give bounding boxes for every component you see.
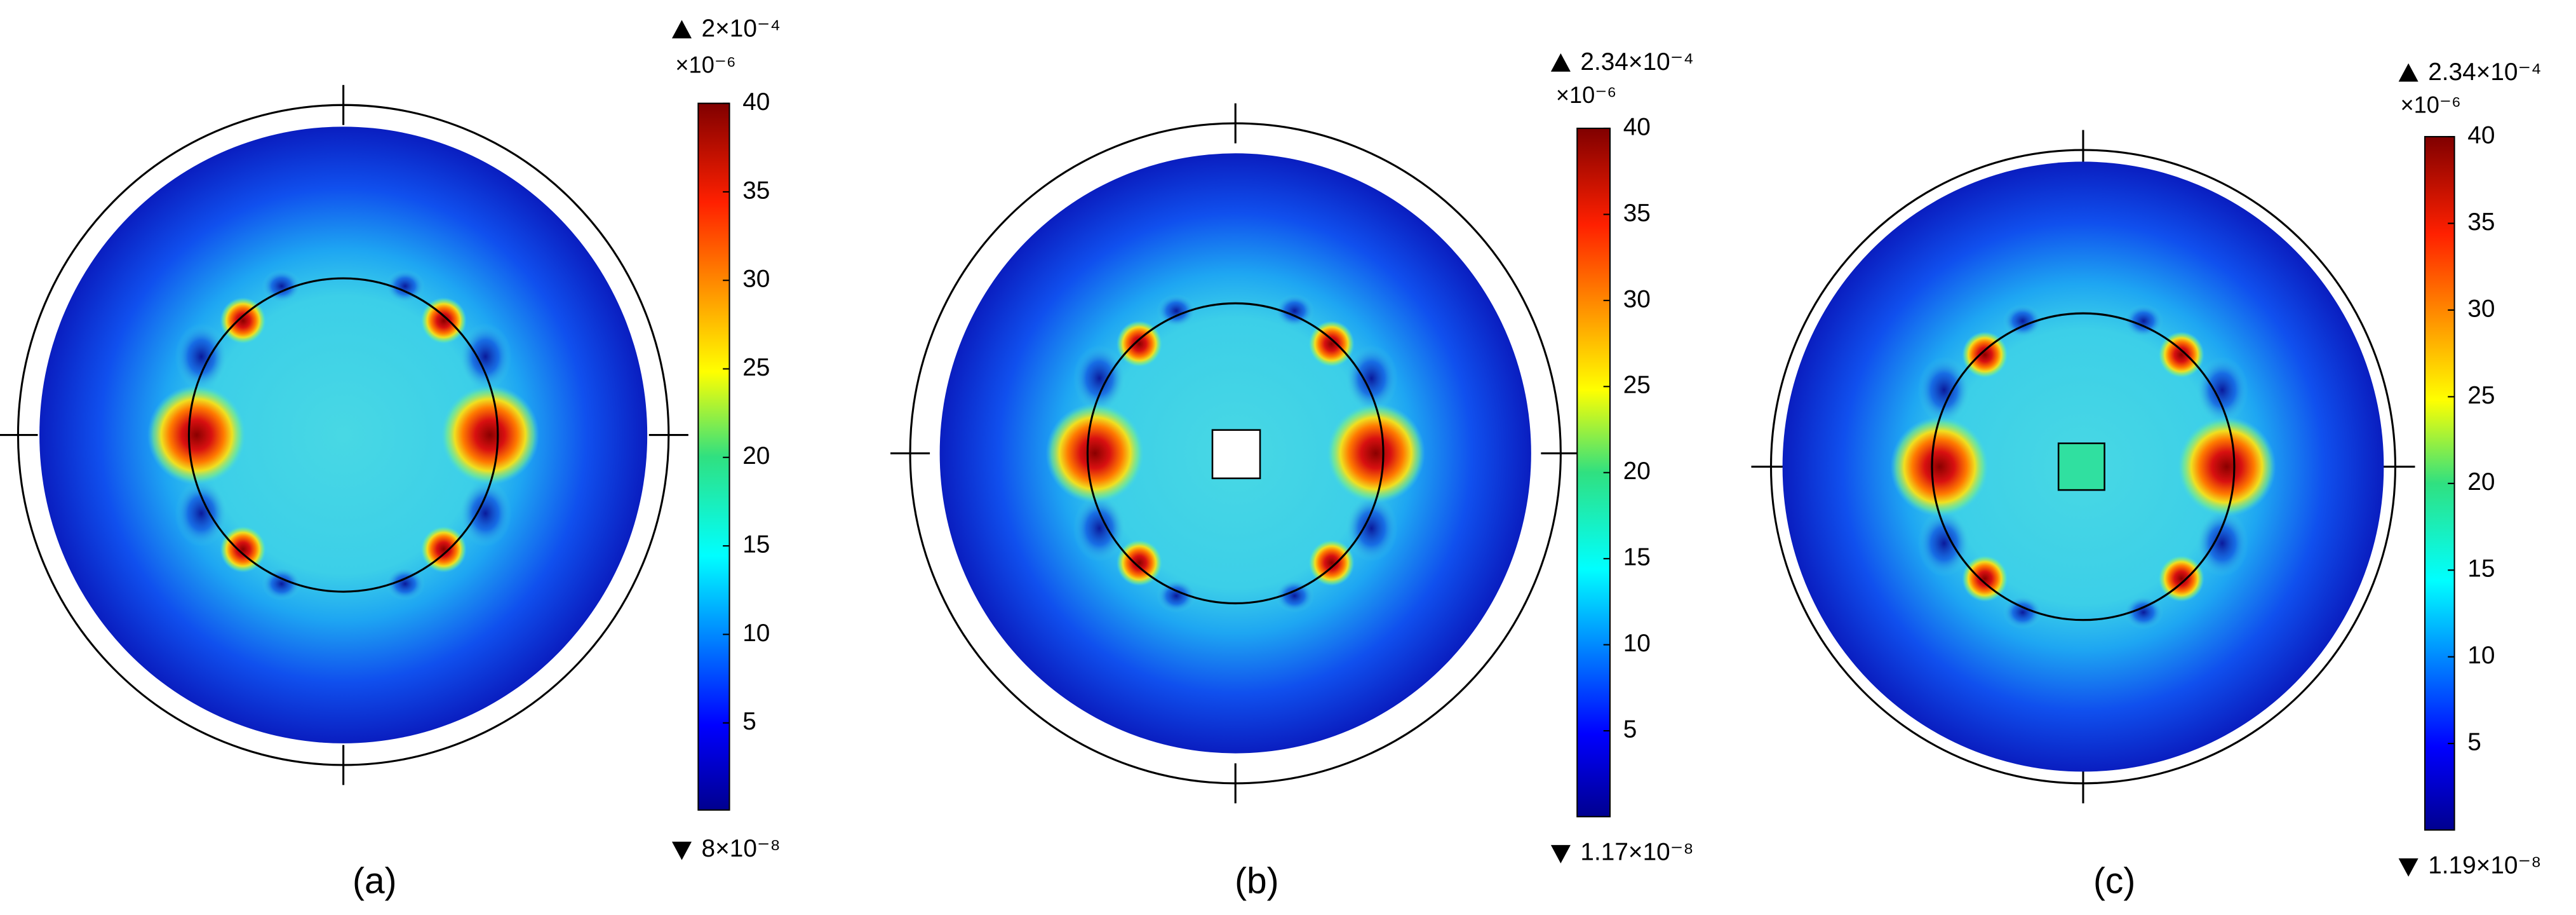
hot-spot [1326, 403, 1425, 504]
colorbar-tick-label: 5 [1623, 715, 1637, 743]
hot-spot [1890, 416, 1989, 517]
cold-spot [1157, 294, 1197, 328]
cold-spot [2196, 510, 2249, 577]
cold-spot [1275, 579, 1315, 613]
min-label: 1.19×10⁻⁸ [2428, 851, 2541, 879]
min-marker [2398, 858, 2418, 877]
hot-spot [2177, 416, 2276, 517]
inner-boundary [1086, 302, 1385, 605]
cold-spot [385, 269, 425, 303]
max-label: 2.34×10⁻⁴ [1580, 48, 1693, 76]
hot-spot [220, 297, 266, 344]
hot-spot [1116, 320, 1163, 367]
field-disk [39, 126, 648, 743]
colorbar-tick-label: 25 [742, 354, 770, 381]
colorbar-unit: ×10⁻⁶ [2401, 92, 2461, 118]
field-plot [1751, 130, 2415, 804]
inner-boundary [187, 277, 499, 593]
cold-spot [459, 323, 512, 390]
colorbar-tick-label: 30 [2467, 295, 2495, 322]
cold-spot [1073, 495, 1126, 562]
cold-spot [262, 567, 302, 601]
colorbar-tick-label: 25 [2467, 382, 2495, 409]
colorbar-tick-label: 35 [1623, 200, 1651, 227]
colorbar-tick-label: 15 [742, 531, 770, 558]
hot-spot [441, 384, 540, 485]
field-plot [0, 85, 688, 785]
panel-label: (a) [352, 860, 397, 901]
field-plot [890, 103, 1581, 804]
colorbar-unit: ×10⁻⁶ [675, 51, 735, 78]
cold-spot [1275, 294, 1315, 328]
colorbar-unit: ×10⁻⁶ [1556, 82, 1616, 108]
min-marker [671, 841, 692, 860]
colorbar-tick-label: 35 [2467, 208, 2495, 236]
min-label: 8×10⁻⁸ [702, 835, 781, 862]
max-marker [2398, 63, 2418, 82]
colorbar-tick-label: 35 [742, 177, 770, 204]
hot-spot [420, 297, 467, 344]
hot-spot [1308, 320, 1355, 367]
max-label: 2.34×10⁻⁴ [2428, 58, 2541, 86]
panel-label: (b) [1235, 860, 1279, 901]
cold-spot [459, 480, 512, 547]
cold-spot [1917, 356, 1971, 424]
colorbar-tick-label: 20 [1623, 458, 1651, 485]
cold-spot [175, 323, 228, 390]
cold-spot [1917, 510, 1971, 577]
cold-spot [1073, 344, 1126, 412]
cold-spot [2002, 595, 2043, 629]
max-marker [1550, 53, 1571, 72]
hot-spot [147, 384, 246, 485]
colorbar-tick-label: 15 [2467, 555, 2495, 582]
hot-spot [2158, 555, 2204, 602]
colorbar-tick-label: 40 [742, 88, 770, 116]
hot-spot [2158, 331, 2204, 378]
panel-label: (c) [2093, 860, 2135, 901]
min-marker [1550, 844, 1571, 864]
cold-spot [1345, 495, 1398, 562]
cold-spot [262, 269, 302, 303]
inclusion [2057, 442, 2105, 491]
inner-boundary [1931, 312, 2236, 621]
max-label: 2×10⁻⁴ [702, 15, 781, 42]
cold-spot [175, 480, 228, 547]
cold-spot [2124, 595, 2164, 629]
cold-spot [2124, 304, 2164, 338]
hot-spot [1962, 555, 2008, 602]
cold-spot [2196, 356, 2249, 424]
colorbar-tick-label: 30 [1623, 285, 1651, 313]
colorbar-tick-label: 10 [742, 620, 770, 647]
colorbar-tick-label: 10 [1623, 630, 1651, 657]
colorbar [697, 102, 730, 811]
cold-spot [1157, 579, 1197, 613]
hot-spot [1962, 331, 2008, 378]
colorbar-tick-label: 15 [1623, 543, 1651, 571]
cold-spot [385, 567, 425, 601]
colorbar-tick-label: 20 [2467, 468, 2495, 496]
colorbar-tick-label: 10 [2467, 642, 2495, 669]
colorbar-tick-label: 40 [1623, 113, 1651, 140]
hot-spot [1308, 539, 1355, 586]
hot-spot [420, 525, 467, 573]
colorbar-tick-label: 30 [742, 265, 770, 292]
cold-spot [2002, 304, 2043, 338]
colorbar-tick-label: 5 [742, 708, 756, 735]
max-marker [671, 20, 692, 39]
hot-spot [220, 525, 266, 573]
inclusion [1211, 429, 1261, 480]
colorbar-tick-label: 25 [1623, 371, 1651, 398]
cold-spot [1345, 344, 1398, 412]
hot-spot [1045, 403, 1144, 504]
hot-spot [1116, 539, 1163, 586]
colorbar-tick-label: 5 [2467, 728, 2481, 756]
colorbar-tick-label: 20 [742, 442, 770, 470]
min-label: 1.17×10⁻⁸ [1580, 838, 1693, 865]
colorbar-tick-label: 40 [2467, 121, 2495, 149]
